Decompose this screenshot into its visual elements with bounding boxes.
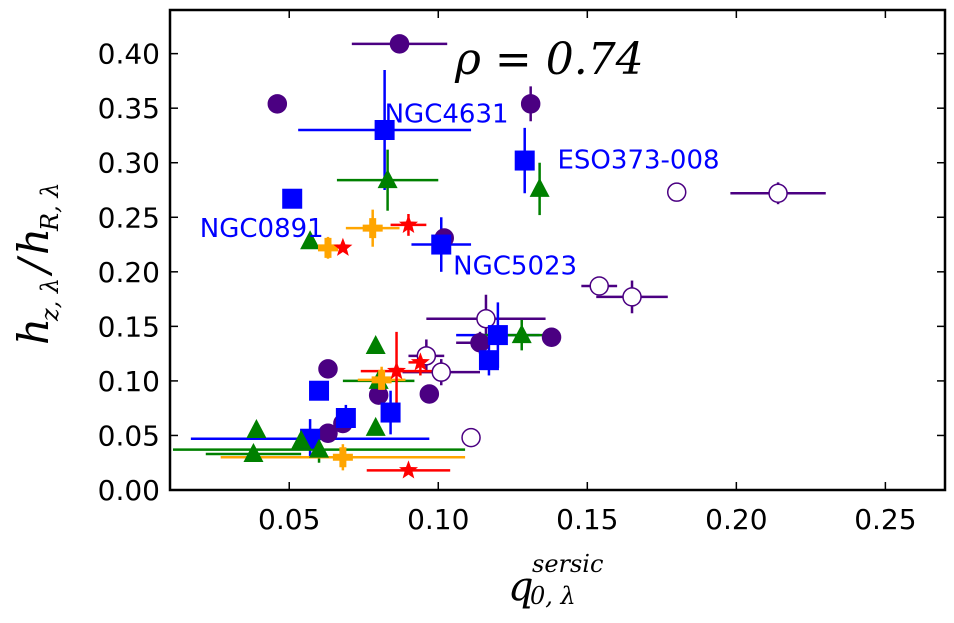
- svg-text:0, λ: 0, λ: [530, 582, 576, 610]
- svg-text:h: h: [9, 318, 58, 345]
- y-axis-title: h z, λ / h R, λ: [9, 182, 64, 345]
- red-point: [410, 352, 430, 371]
- orange-point: [362, 218, 383, 239]
- svg-text:h: h: [9, 228, 58, 255]
- svg-text:q: q: [508, 564, 534, 610]
- y-tick-label: 0.10: [98, 365, 160, 398]
- purple-open-point: [461, 427, 481, 448]
- x-tick-label: 0.10: [407, 503, 469, 536]
- correlation-label: ρ = 0.74: [454, 34, 644, 85]
- y-tick-label: 0.35: [98, 92, 160, 125]
- svg-text:/: /: [9, 255, 58, 277]
- purple-filled-point: [470, 332, 490, 353]
- galaxy-label: ESO373-008: [558, 145, 720, 175]
- green-point: [300, 230, 321, 250]
- purple-filled-point: [419, 384, 440, 404]
- x-tick-label: 0.25: [854, 503, 916, 536]
- blue-point: [431, 234, 452, 255]
- galaxy-label: NGC5023: [453, 251, 577, 281]
- svg-text:R, λ: R, λ: [36, 182, 64, 232]
- purple-filled-point: [267, 94, 288, 114]
- blue-point: [487, 325, 508, 346]
- orange-point: [371, 369, 392, 390]
- green-point: [377, 169, 398, 189]
- purple-filled-point: [318, 359, 338, 379]
- blue-point: [374, 120, 395, 140]
- svg-text:sersic: sersic: [532, 550, 603, 578]
- purple-open-point: [768, 183, 788, 204]
- red-point: [333, 237, 353, 256]
- y-tick-label: 0.30: [98, 147, 160, 180]
- purple-open-point: [476, 308, 496, 329]
- galaxy-label: NGC0891: [200, 214, 324, 244]
- y-tick-label: 0.00: [98, 474, 160, 507]
- plot-frame: [168, 8, 947, 492]
- blue-point: [478, 350, 499, 371]
- y-tick-label: 0.25: [98, 201, 160, 234]
- x-tick-label: 0.15: [556, 503, 618, 536]
- purple-open-point: [589, 276, 609, 296]
- green-point: [365, 416, 386, 436]
- annotations: NGC4631 ESO373-008 NGC0891 NGC5023: [200, 100, 720, 282]
- green-point: [243, 443, 264, 462]
- svg-text:z, λ: z, λ: [36, 278, 64, 322]
- y-tick-label: 0.15: [98, 310, 160, 343]
- red-point: [399, 460, 418, 479]
- blue-point: [335, 408, 356, 428]
- red-point: [387, 361, 406, 380]
- x-tick-label: 0.05: [258, 503, 320, 536]
- orange-point: [317, 237, 338, 258]
- y-tick-label: 0.40: [98, 38, 160, 71]
- purple-open-point: [431, 362, 451, 382]
- green-point: [511, 324, 532, 344]
- green-point: [365, 335, 386, 354]
- x-tick-label: 0.20: [705, 503, 767, 536]
- blue-point: [380, 402, 401, 423]
- green-point: [246, 419, 267, 438]
- data-markers: [243, 34, 788, 479]
- blue-point: [282, 188, 303, 209]
- green-point: [309, 438, 330, 458]
- purple-filled-point: [389, 34, 410, 54]
- purple-filled-point: [541, 327, 562, 348]
- purple-open-point: [622, 287, 642, 307]
- green-point: [529, 177, 550, 197]
- plot-background: [170, 10, 945, 490]
- blue-point: [309, 380, 330, 401]
- blue-point: [514, 150, 535, 171]
- galaxy-label: NGC4631: [385, 100, 509, 130]
- red-point: [399, 214, 418, 233]
- purple-filled-point: [318, 423, 338, 444]
- purple-open-point: [666, 182, 687, 202]
- orange-point: [332, 447, 353, 468]
- purple-filled-point: [520, 94, 541, 114]
- x-axis-title: q 0, λ sersic: [508, 550, 603, 610]
- y-tick-label: 0.20: [98, 256, 160, 289]
- y-tick-label: 0.05: [98, 419, 160, 452]
- green-point: [291, 429, 312, 449]
- axis-ticks: 0.05 0.10 0.15 0.20 0.25 0.00 0.05 0.10 0.15 0.20…: [98, 10, 945, 536]
